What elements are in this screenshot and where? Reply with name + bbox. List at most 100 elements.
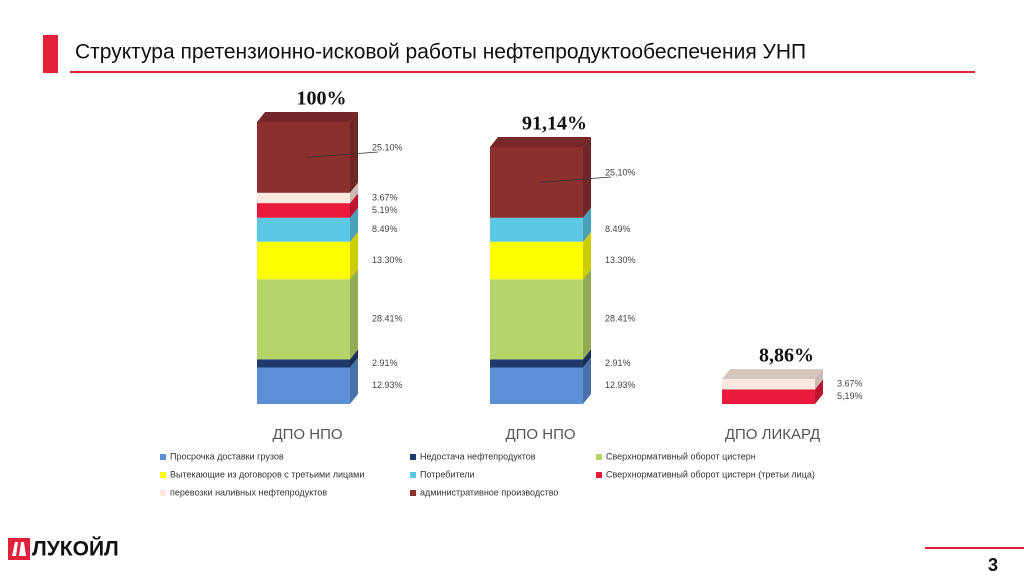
segment-front	[257, 217, 350, 242]
logo-mark	[8, 538, 30, 560]
value-label: 12.93%	[605, 380, 636, 390]
segment-side	[350, 193, 358, 218]
bar-segment	[257, 193, 358, 218]
bar-segment	[257, 357, 358, 404]
bar-segment	[490, 269, 591, 360]
segment-side	[583, 136, 591, 218]
legend-label: перевозки наливных нефтепродуктов	[170, 487, 327, 497]
category-label: ДПО НПО	[505, 426, 575, 443]
bar-segment	[490, 349, 591, 368]
bar-top	[722, 369, 823, 380]
total-label: 91,14%	[522, 113, 587, 135]
segment-front	[257, 203, 350, 218]
segment-front	[722, 389, 815, 404]
segment-front	[257, 241, 350, 280]
segment-side	[583, 231, 591, 280]
segment-side	[350, 269, 358, 360]
segment-side	[350, 207, 358, 242]
segment-front	[490, 217, 583, 242]
value-label: 28.41%	[372, 314, 403, 324]
logo-text: ЛУКОЙЛ	[32, 537, 119, 561]
logo-glyph	[12, 542, 26, 556]
legend-label: административное производство	[420, 487, 558, 497]
segment-side	[815, 379, 823, 404]
total-label: 8,86%	[759, 345, 814, 367]
segment-side	[583, 349, 591, 368]
segment-side	[350, 357, 358, 404]
value-label: 13.30%	[605, 255, 636, 265]
bar-segment	[490, 231, 591, 280]
value-label: 5.19%	[372, 205, 398, 215]
bar-segment	[257, 112, 358, 193]
value-label: 25.10%	[372, 142, 403, 152]
value-label: 5,19%	[837, 391, 863, 401]
segment-side	[583, 269, 591, 360]
legend-swatch	[596, 454, 602, 460]
segment-front	[257, 122, 350, 193]
value-label: 8.49%	[605, 224, 631, 234]
legend-swatch	[160, 472, 166, 478]
segment-front	[490, 146, 583, 218]
slide-title: Структура претензионно-исковой работы не…	[75, 41, 806, 64]
bar-segment	[257, 349, 358, 368]
total-label: 100%	[297, 88, 347, 110]
value-label: 3.67%	[372, 192, 398, 202]
segment-front	[490, 279, 583, 360]
bar-segment	[722, 369, 823, 390]
legend-swatch	[160, 490, 166, 496]
bar-segment	[257, 182, 358, 204]
value-label: 2.91%	[605, 358, 631, 368]
value-label: 8.49%	[372, 224, 398, 234]
title-accent	[43, 35, 58, 73]
segment-front	[490, 241, 583, 280]
segment-side	[350, 349, 358, 368]
bar-segment	[722, 379, 823, 404]
bar-top	[490, 136, 591, 147]
legend-label: Просрочка доставки грузов	[170, 451, 284, 461]
bar-segment	[490, 207, 591, 242]
bar-segment	[257, 207, 358, 242]
legend-swatch	[596, 472, 602, 478]
bar-segment	[490, 136, 591, 218]
leader-line	[306, 151, 379, 158]
category-label: ДПО ЛИКАРД	[725, 426, 820, 443]
segment-side	[350, 182, 358, 204]
segment-front	[490, 359, 583, 368]
segment-side	[583, 357, 591, 404]
segment-front	[257, 359, 350, 368]
segment-side	[815, 369, 823, 390]
legend-label: Сверхнормативный оборот цистерн	[606, 451, 756, 461]
legend-label: Потребители	[420, 469, 475, 479]
legend-swatch	[160, 454, 166, 460]
leader-line	[539, 176, 612, 183]
legend-swatch	[410, 454, 416, 460]
value-label: 2.91%	[372, 358, 398, 368]
legend-swatch	[410, 472, 416, 478]
page-number: 3	[988, 555, 998, 575]
value-label: 12.93%	[372, 380, 403, 390]
chart: 12.93% 2.91% 28.41% 13.30% 8.49% 5.19% 3.67% 25…	[160, 88, 863, 497]
bar-segment	[490, 357, 591, 404]
segment-front	[257, 192, 350, 204]
legend-label: Недостача нефтепродуктов	[420, 451, 536, 461]
segment-front	[490, 367, 583, 404]
bar-segment	[257, 269, 358, 360]
segment-front	[722, 379, 815, 390]
segment-front	[257, 279, 350, 360]
logo: ЛУКОЙЛ	[8, 537, 119, 561]
bar-segment	[257, 231, 358, 280]
segment-side	[350, 112, 358, 193]
value-label: 13.30%	[372, 255, 403, 265]
legend-label: Вытекающие из договоров с третьими лицам…	[170, 469, 364, 479]
value-label: 28.41%	[605, 314, 636, 324]
segment-side	[350, 231, 358, 280]
value-label: 25,10%	[605, 167, 636, 177]
segment-front	[257, 367, 350, 404]
legend-label: Сверхнормативный оборот цистерн (третьи …	[606, 469, 815, 479]
segment-side	[583, 207, 591, 242]
bar-top	[257, 112, 358, 122]
legend-swatch	[410, 490, 416, 496]
category-label: ДПО НПО	[272, 426, 342, 443]
value-label: 3.67%	[837, 379, 863, 389]
